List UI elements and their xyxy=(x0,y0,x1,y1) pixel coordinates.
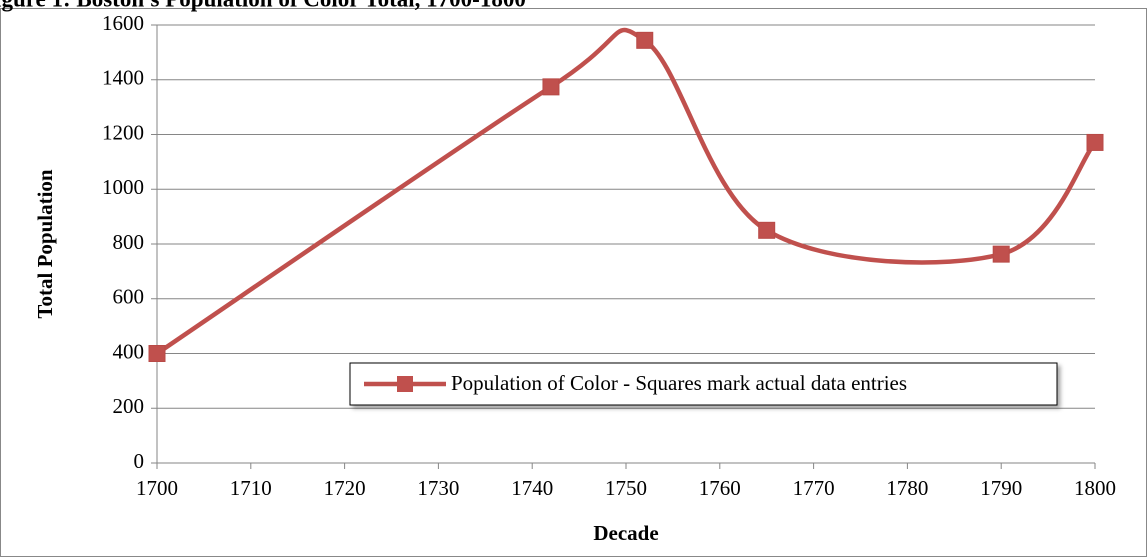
legend: Population of Color - Squares mark actua… xyxy=(349,362,1058,406)
x-tick-label: 1760 xyxy=(699,476,741,500)
y-axis-title: Total Population xyxy=(33,169,57,319)
legend-box xyxy=(349,362,1058,406)
y-tick-label: 1200 xyxy=(102,120,144,144)
chart-frame xyxy=(0,8,1147,557)
x-tick-label: 1730 xyxy=(417,476,459,500)
y-tick-label: 200 xyxy=(113,394,145,418)
x-tick-label: 1770 xyxy=(793,476,835,500)
x-tick-label: 1800 xyxy=(1074,476,1116,500)
marker xyxy=(758,221,776,239)
y-tick-label: 800 xyxy=(113,230,145,254)
marker xyxy=(542,78,560,96)
y-tick-label: 1600 xyxy=(102,11,144,35)
y-tick-label: 1000 xyxy=(102,175,144,199)
legend-label: Population of Color - Squares mark actua… xyxy=(451,371,907,395)
x-tick-label: 1740 xyxy=(511,476,553,500)
y-tick-label: 0 xyxy=(134,449,145,473)
y-tick-label: 600 xyxy=(113,285,145,309)
legend-marker xyxy=(397,376,413,392)
y-tick-label: 1400 xyxy=(102,66,144,90)
y-tick-label: 400 xyxy=(113,339,145,363)
x-axis-title: Decade xyxy=(593,521,658,545)
x-tick-label: 1720 xyxy=(324,476,366,500)
x-tick-label: 1780 xyxy=(886,476,928,500)
marker xyxy=(1086,133,1104,151)
x-tick-label: 1700 xyxy=(136,476,178,500)
marker xyxy=(148,345,166,362)
chart-title: Figure 1: Boston's Population of Color T… xyxy=(0,0,526,11)
x-tick-label: 1790 xyxy=(980,476,1022,500)
marker xyxy=(636,31,654,49)
x-tick-label: 1710 xyxy=(230,476,272,500)
x-tick-label: 1750 xyxy=(605,476,647,500)
marker xyxy=(992,245,1010,263)
